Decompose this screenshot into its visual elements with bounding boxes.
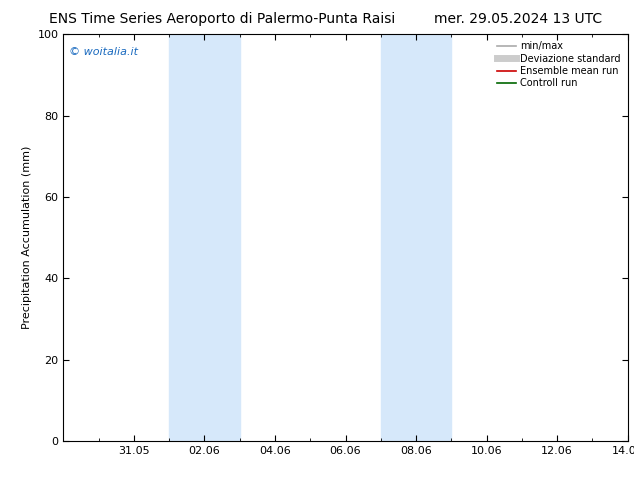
Bar	[381, 34, 451, 441]
Text: © woitalia.it: © woitalia.it	[69, 47, 138, 56]
Legend: min/max, Deviazione standard, Ensemble mean run, Controll run: min/max, Deviazione standard, Ensemble m…	[493, 37, 624, 92]
Y-axis label: Precipitation Accumulation (mm): Precipitation Accumulation (mm)	[22, 146, 32, 329]
Text: ENS Time Series Aeroporto di Palermo-Punta Raisi: ENS Time Series Aeroporto di Palermo-Pun…	[49, 12, 395, 26]
Text: mer. 29.05.2024 13 UTC: mer. 29.05.2024 13 UTC	[434, 12, 602, 26]
Bar	[169, 34, 240, 441]
